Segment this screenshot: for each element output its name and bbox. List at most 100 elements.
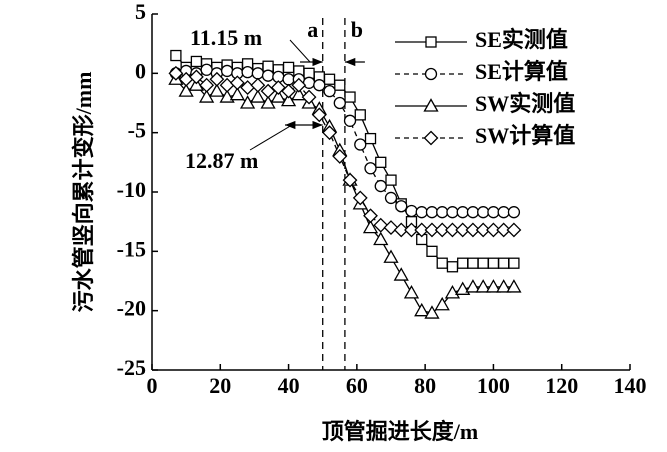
data-point: [466, 206, 480, 219]
data-point: [434, 296, 450, 311]
data-point: [373, 231, 389, 246]
x-tick-label: 40: [278, 373, 300, 398]
data-point: [477, 257, 489, 269]
data-point: [302, 76, 316, 89]
x-tick-label: 120: [545, 373, 578, 398]
data-point: [291, 77, 307, 93]
data-point: [375, 156, 387, 168]
data-point: [383, 220, 399, 236]
y-tick-label: 5: [135, 0, 146, 24]
data-point: [250, 77, 266, 93]
data-point: [311, 107, 327, 123]
data-point: [334, 79, 346, 91]
data-point: [456, 206, 469, 219]
data-point: [209, 83, 225, 97]
annotation: 12.87 m: [185, 148, 258, 173]
data-point: [188, 69, 204, 85]
data-point: [506, 222, 522, 238]
data-point: [384, 191, 398, 205]
x-tick-label: 0: [147, 373, 158, 398]
data-point: [425, 206, 439, 219]
x-tick-label: 60: [346, 373, 368, 398]
data-point: [373, 217, 389, 233]
data-point: [467, 257, 479, 269]
legend-label: SE计算值: [475, 59, 568, 84]
data-point: [219, 89, 235, 103]
data-point: [282, 73, 295, 86]
data-point: [497, 206, 510, 219]
data-point: [323, 73, 336, 85]
data-point: [465, 222, 481, 238]
data-point: [313, 79, 326, 92]
data-point: [415, 206, 428, 219]
legend-marker: [423, 98, 439, 112]
data-point: [404, 222, 419, 238]
data-point: [508, 257, 520, 269]
x-tick-label: 80: [414, 373, 436, 398]
data-point: [220, 64, 234, 78]
legend-marker: [424, 67, 438, 81]
data-point: [424, 305, 440, 319]
data-point: [393, 222, 409, 238]
data-point: [486, 222, 501, 238]
data-point: [475, 222, 491, 238]
data-point: [477, 206, 490, 219]
data-point: [270, 89, 286, 103]
data-point: [190, 55, 203, 68]
annotation-leader: [289, 39, 311, 63]
data-point: [250, 89, 266, 103]
y-axis-label: 污水管竖向累计变形/mm: [71, 72, 96, 313]
data-point: [457, 257, 469, 269]
data-point: [282, 61, 295, 74]
data-point: [168, 65, 184, 81]
data-point: [507, 206, 521, 219]
x-axis-label: 顶管掘进长度/m: [322, 419, 478, 444]
legend-label: SW计算值: [475, 123, 575, 148]
data-point: [241, 65, 254, 79]
data-point: [383, 249, 399, 263]
y-tick-label: -20: [117, 296, 146, 321]
data-point: [414, 302, 430, 317]
data-point: [485, 279, 502, 293]
data-point: [426, 245, 438, 257]
data-point: [362, 219, 379, 234]
data-point: [323, 84, 336, 98]
data-point: [199, 77, 215, 93]
data-point: [498, 257, 510, 269]
data-point: [229, 86, 245, 101]
legend-marker: [423, 130, 439, 146]
data-point: [487, 257, 500, 269]
data-point: [496, 279, 512, 293]
data-point: [444, 285, 461, 299]
data-point: [209, 71, 225, 87]
data-point: [436, 257, 448, 269]
x-tick-label: 20: [209, 373, 231, 398]
data-point: [343, 114, 357, 127]
y-tick-label: -5: [128, 118, 146, 143]
data-point: [445, 222, 460, 238]
data-point: [475, 279, 491, 293]
y-tick-label: -10: [117, 177, 146, 202]
data-point: [352, 190, 368, 206]
annotation-leader: [249, 124, 293, 151]
data-point: [385, 174, 397, 186]
data-point: [354, 109, 366, 121]
data-point: [188, 77, 205, 91]
data-point: [455, 281, 471, 295]
y-tick-label: -15: [117, 236, 146, 261]
data-point: [487, 206, 500, 219]
data-point: [332, 148, 348, 164]
data-point: [395, 200, 408, 213]
data-point: [393, 267, 409, 281]
data-point: [405, 204, 418, 218]
data-point: [364, 132, 377, 145]
data-point: [465, 279, 481, 293]
data-point: [414, 222, 430, 238]
data-point: [374, 179, 387, 193]
data-point: [261, 69, 275, 82]
data-point: [344, 91, 356, 103]
data-point: [229, 75, 245, 91]
legend-label: SE实测值: [475, 27, 568, 52]
y-tick-label: -25: [117, 355, 146, 380]
